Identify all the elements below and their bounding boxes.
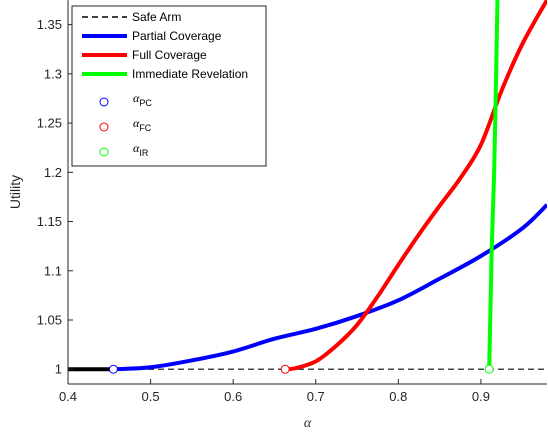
legend-item-immediate-revelation-label: Immediate Revelation [132,67,248,81]
y-tick-label: 1.3 [44,66,62,81]
y-tick-label: 1.1 [44,263,62,278]
x-tick-label: 0.4 [59,389,77,404]
legend-alpha-symbol: α [133,116,140,130]
y-axis-label: Utility [7,175,23,209]
y-tick-label: 1.25 [37,116,62,131]
x-tick-label: 0.6 [224,389,242,404]
marker-alpha-pc [108,364,118,374]
marker-alpha-pc-legend-label: αPC [133,91,152,108]
y-tick-label: 1.35 [37,17,62,32]
legend-item-safe-arm-label: Safe Arm [132,10,181,24]
marker-alpha-fc [280,364,290,374]
legend-item-full-coverage-label: Full Coverage [132,48,207,62]
marker-alpha-ir-legend-swatch [99,147,109,157]
legend-item-partial-coverage-label: Partial Coverage [132,29,222,43]
series-group [68,0,547,372]
legend: Safe Arm Partial Coverage Full Coverage Imm… [71,5,267,167]
plot-area [68,0,547,374]
axes: 0.4 0.5 0.6 0.7 0.8 0.9 1 1.05 1.1 1.15 1.2 1.25 1.3… [7,0,547,431]
x-tick-label: 0.8 [389,389,407,404]
legend-box [71,5,267,167]
y-tick-label: 1.15 [37,214,62,229]
series-partial-coverage-line [113,203,547,372]
x-tick-label: 0.9 [472,389,490,404]
y-tick-label: 1.05 [37,313,62,328]
marker-alpha-fc-legend-label: αFC [133,116,152,133]
x-axis-label: α [304,416,312,431]
series-full-coverage-line [285,0,547,372]
legend-alpha-subscript: IR [139,148,149,158]
x-tick-label: 0.5 [142,389,160,404]
y-tick-label: 1.2 [44,165,62,180]
series-immediate-revelation-line [487,0,500,370]
marker-alpha-fc-legend-swatch [99,122,109,132]
y-tick-label: 1 [55,362,62,377]
legend-alpha-symbol: α [133,91,140,105]
marker-alpha-ir-legend-label: αIR [133,141,149,158]
marker-alpha-ir [484,364,494,374]
marker-alpha-pc-legend-swatch [99,97,109,107]
legend-alpha-subscript: PC [139,98,152,108]
x-tick-label: 0.7 [307,389,325,404]
legend-alpha-subscript: FC [139,123,151,133]
legend-alpha-symbol: α [133,141,140,155]
